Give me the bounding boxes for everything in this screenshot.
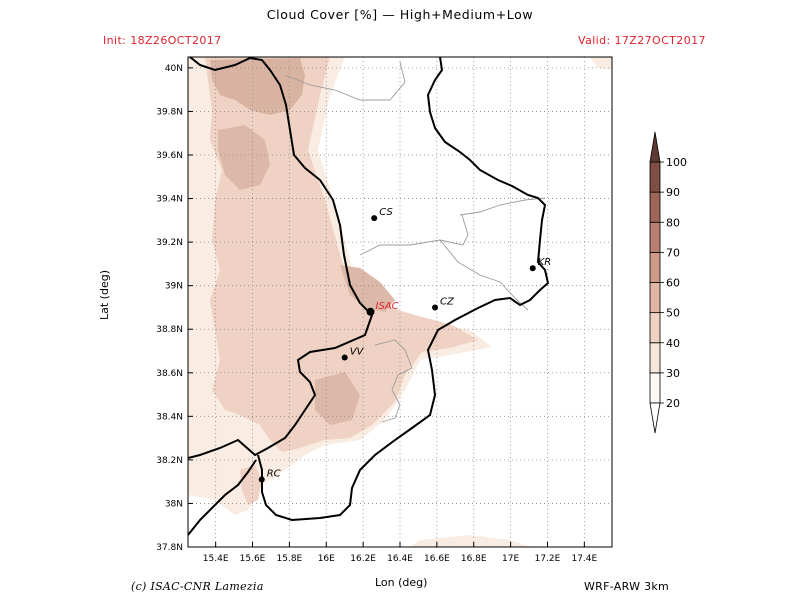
cloud-area-light-se (410, 535, 530, 547)
colorbar-label: 100 (666, 156, 687, 169)
colorbar-label: 90 (666, 186, 680, 199)
coastline (188, 57, 550, 536)
valid-time-label: Valid: 17Z27OCT2017 (578, 34, 706, 47)
colorbar-label: 70 (666, 246, 680, 259)
y-tick-label: 38.8N (156, 325, 183, 335)
x-tick-label: 15.8E (277, 554, 303, 564)
y-tick-label: 39.4N (156, 195, 183, 205)
cloud-area-mid (205, 57, 478, 452)
map-title: Cloud Cover [%] — High+Medium+Low (266, 7, 534, 22)
city-dot-rc (258, 476, 265, 483)
y-tick-label: 38.6N (156, 369, 183, 379)
colorbar-label: 80 (666, 216, 680, 229)
x-tick-label: 15.4E (203, 554, 229, 564)
city-dot-cs (371, 215, 378, 222)
y-tick-label: 39.8N (156, 107, 183, 117)
colorbar-segment (649, 221, 661, 253)
x-tick-label: 16.4E (387, 554, 413, 564)
cloud-area-dark-center (340, 265, 395, 312)
init-time-label: Init: 18Z26OCT2017 (103, 34, 222, 47)
y-tick-label: 39N (165, 282, 183, 292)
y-tick-label: 38N (165, 499, 183, 509)
cloud-area-dark-west (218, 125, 270, 190)
colorbar-segment (649, 282, 661, 314)
city-label-vv: VV (350, 347, 365, 358)
y-tick-label: 39.2N (156, 238, 183, 248)
colorbar-segment (649, 191, 661, 223)
city-dot-kr (529, 265, 536, 272)
colorbar-label: 20 (666, 397, 680, 410)
y-tick-label: 40N (165, 64, 183, 74)
x-tick-label: 15.6E (240, 554, 266, 564)
y-tick-label: 38.4N (156, 412, 183, 422)
city-label-isac: ISAC (376, 301, 399, 312)
colorbar-label: 40 (666, 337, 680, 350)
x-tick-label: 17E (502, 554, 519, 564)
cloud-area-light-ne (590, 57, 612, 70)
y-tick-label: 37.8N (156, 543, 183, 553)
x-tick-label: 16E (318, 554, 335, 564)
colorbar-segment (649, 312, 661, 344)
cloud-area-dark-north (210, 58, 305, 115)
y-tick-label: 38.2N (156, 456, 183, 466)
colorbar-segment (649, 251, 661, 283)
colorbar-label: 60 (666, 277, 680, 290)
colorbar-under-arrow (649, 402, 661, 434)
x-axis-label: Lon (deg) (375, 576, 428, 589)
city-label-rc: RC (267, 468, 281, 479)
colorbar-segment (649, 342, 661, 374)
city-dot-isac (366, 307, 375, 316)
x-axis-ticks: 15.4E 15.6E 15.8E 16E 16.2E 16.4E 16.6E 16.8E 17… (203, 542, 598, 564)
city-dot-vv (341, 354, 348, 361)
x-tick-label: 16.6E (424, 554, 450, 564)
y-axis-label: Lat (deg) (98, 270, 111, 320)
colorbar-label: 50 (666, 307, 680, 320)
y-tick-label: 39.6N (156, 151, 183, 161)
x-tick-label: 17.4E (571, 554, 597, 564)
city-dot-cz (432, 304, 439, 311)
x-tick-label: 16.8E (461, 554, 487, 564)
y-axis-ticks: 37.8N 38N 38.2N 38.4N 38.6N 38.8N 39N 39.2N 39.4… (156, 64, 193, 553)
city-label-kr: KR (538, 257, 552, 268)
credit-label: (c) ISAC-CNR Lamezia (131, 580, 264, 593)
city-label-cz: CZ (440, 296, 455, 307)
colorbar-label: 30 (666, 367, 680, 380)
colorbar-segment (649, 372, 661, 404)
x-tick-label: 17.2E (535, 554, 561, 564)
colorbar-over-arrow (649, 131, 661, 163)
model-label: WRF-ARW 3km (584, 580, 670, 593)
city-label-cs: CS (379, 207, 393, 218)
province-boundaries (284, 61, 546, 423)
x-tick-label: 16.2E (350, 554, 376, 564)
city-markers: CS ISAC CZ KR VV RC (258, 207, 552, 483)
colorbar-segment (649, 161, 661, 193)
